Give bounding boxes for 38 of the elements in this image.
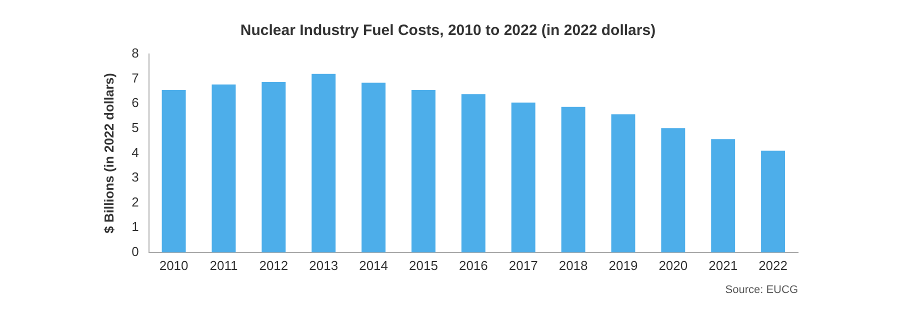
y-tick-label: 4 [132, 144, 139, 160]
y-tick-label: 7 [132, 70, 139, 86]
y-tick-label: 0 [132, 244, 139, 259]
x-tick-label: 2015 [409, 258, 438, 273]
source-note: Source: EUCG [724, 284, 799, 296]
bar [262, 82, 286, 252]
bar [561, 106, 586, 252]
y-tick-label: 6 [132, 95, 139, 110]
x-tick-label: 2021 [708, 258, 738, 273]
x-tick-label: 2016 [458, 258, 488, 273]
x-tick-label: 2020 [658, 258, 688, 273]
x-tick-label: 2018 [558, 258, 588, 273]
y-axis-title: $ Billions (in 2022 dollars) [101, 73, 116, 234]
x-tick-label: 2012 [259, 258, 288, 273]
bar [511, 102, 536, 252]
bar [411, 90, 436, 252]
x-tick-label: 2011 [210, 258, 238, 273]
bar [312, 74, 336, 252]
bar [711, 139, 736, 252]
x-tick-label: 2010 [159, 258, 188, 273]
y-tick-label: 3 [132, 170, 139, 185]
y-tick-label: 2 [132, 194, 139, 210]
bar [461, 94, 486, 252]
bar [611, 114, 636, 252]
y-tick-label: 8 [132, 46, 139, 61]
x-tick-label: 2019 [608, 258, 638, 273]
x-tick-label: 2017 [508, 258, 538, 273]
x-tick-label: 2022 [758, 258, 788, 273]
bar [162, 90, 186, 252]
bar [362, 82, 386, 252]
y-tick-label: 1 [132, 219, 139, 234]
bar [761, 150, 786, 252]
bar [661, 128, 686, 252]
x-tick-label: 2014 [359, 258, 388, 273]
chart-title: Nuclear Industry Fuel Costs, 2010 to 2022 (in 2022 dollars) [240, 22, 656, 40]
bar [212, 84, 236, 252]
x-tick-label: 2013 [309, 258, 338, 273]
y-tick-label: 5 [132, 120, 139, 135]
